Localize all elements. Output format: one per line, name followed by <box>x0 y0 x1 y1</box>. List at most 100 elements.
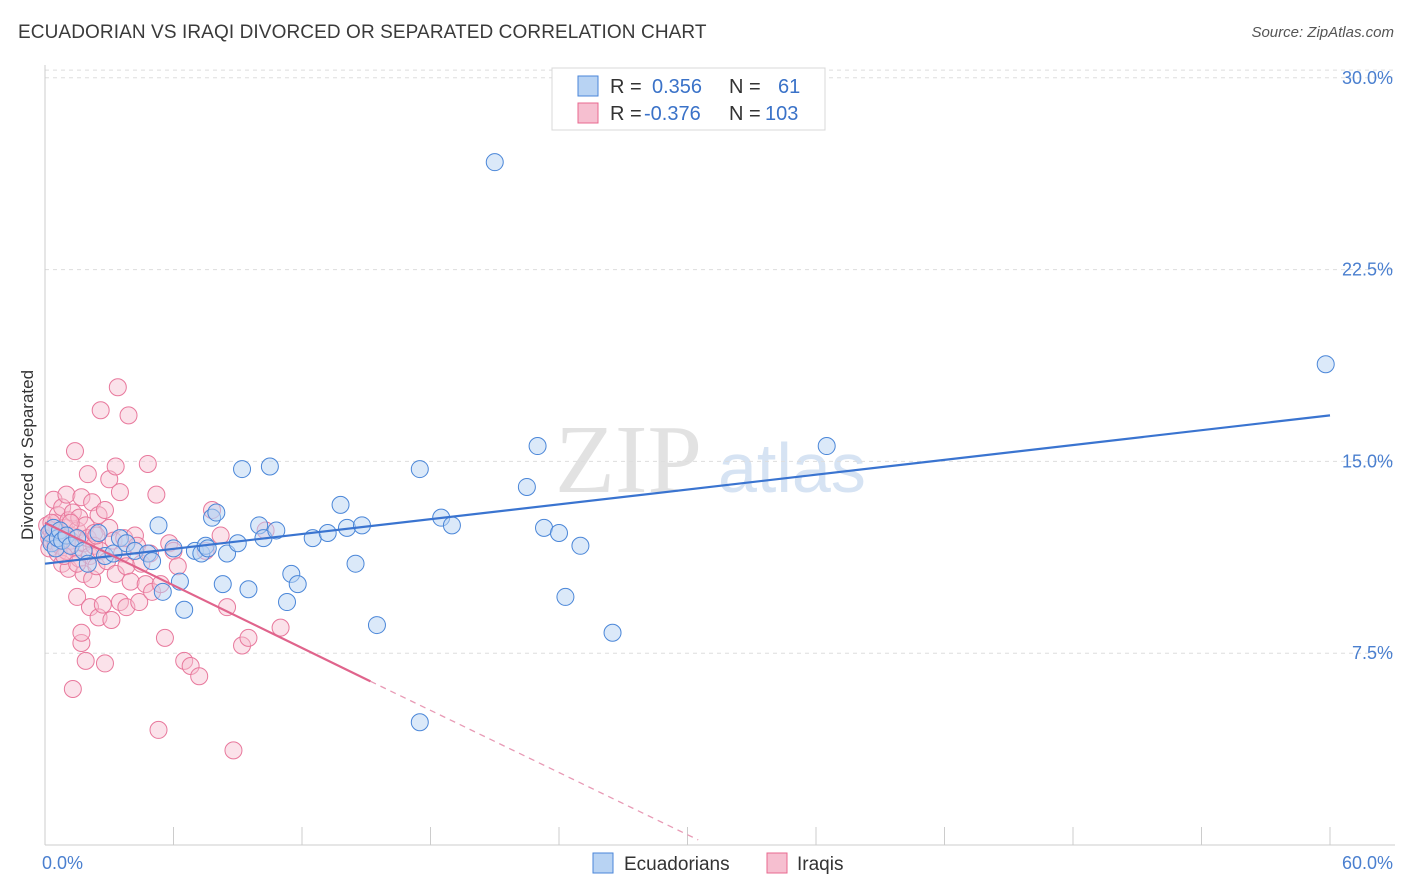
ecuadorians-point-38 <box>260 457 279 476</box>
legend-blue-n-value: 61 <box>778 76 800 98</box>
ecuadorians-point-35 <box>239 580 258 599</box>
iraqis-point-92 <box>233 636 252 655</box>
ecuadorians-point-60 <box>603 623 622 642</box>
ecuadorians-point-45 <box>331 495 350 514</box>
iraqis-point-58 <box>106 457 125 476</box>
ecuadorians-point-42 <box>288 575 307 594</box>
legend-blue-r-label: R = <box>610 76 642 98</box>
ecuadorians-point-31 <box>213 575 232 594</box>
ecuadorians-point-58 <box>556 587 575 606</box>
ecuadorians-point-57 <box>550 524 568 542</box>
legend-pink-swatch <box>577 102 599 124</box>
ecuadorians-point-55 <box>528 437 547 456</box>
iraqis-point-91 <box>224 741 243 760</box>
iraqis-point-95 <box>271 618 290 637</box>
trend-lines <box>44 414 1331 841</box>
y-tick-label-1: 15.0% <box>1342 451 1393 471</box>
source-label: Source: ZipAtlas.com <box>1251 24 1394 41</box>
ecuadorians-point-50 <box>410 460 429 479</box>
ecuadorians-point-44 <box>318 524 337 542</box>
iraqis-point-73 <box>136 575 155 594</box>
ecuadorians-point-63 <box>1316 355 1335 374</box>
ecuadorians-trend-line <box>44 414 1331 565</box>
ecuadorians-point-62 <box>817 437 836 456</box>
iraqis-point-83 <box>168 557 187 576</box>
iraqis-trend-extension <box>370 680 699 841</box>
iraqis-point-48 <box>91 401 110 420</box>
iraqis-point-24 <box>63 680 82 698</box>
iraqis-point-67 <box>119 406 138 425</box>
iraqis-point-31 <box>72 488 91 507</box>
ecuadorians-point-39 <box>267 521 286 540</box>
iraqis-point-96 <box>72 623 91 642</box>
iraqis-point-37 <box>78 465 97 484</box>
ecuadorians-point-30 <box>207 503 226 522</box>
ecuadorians-point-40 <box>278 593 297 612</box>
ecuadorians-point-47 <box>346 554 365 573</box>
iraqis-point-71 <box>130 593 149 612</box>
iraqis-point-89 <box>211 526 230 545</box>
legend-iraqis-label: Iraqis <box>797 854 843 875</box>
iraqis-point-29 <box>70 508 89 527</box>
x-tick-label-1: 60.0% <box>1342 853 1393 873</box>
iraqis-trend-line <box>44 521 372 683</box>
iraqis-point-56 <box>102 610 121 629</box>
legend-pink-n-value: 103 <box>765 103 798 125</box>
ecuadorians-point-34 <box>233 460 252 479</box>
ecuadorians-point-56 <box>535 518 554 537</box>
y-axis-label: Divorced or Separated <box>18 370 37 540</box>
axes <box>44 65 1395 846</box>
chart-title: ECUADORIAN VS IRAQI DIVORCED OR SEPARATE… <box>18 22 707 43</box>
ecuadorians-point-49 <box>367 616 386 635</box>
iraqis-point-74 <box>138 454 157 473</box>
legend-pink-r-label: R = <box>610 103 642 125</box>
iraqis-point-68 <box>121 572 140 591</box>
legend-pink-r-value: -0.376 <box>644 103 701 125</box>
ecuadorians-point-12 <box>89 524 108 542</box>
iraqis-point-52 <box>95 654 114 673</box>
ecuadorians-point-54 <box>517 477 536 496</box>
y-tick-label-3: 30.0% <box>1342 68 1393 88</box>
legend-ecuadorians-label: Ecuadorians <box>624 854 730 875</box>
iraqis-point-78 <box>149 720 168 739</box>
series-legend: Ecuadorians Iraqis <box>592 852 843 875</box>
iraqis-point-59 <box>106 564 125 583</box>
ecuadorians-point-53 <box>485 153 504 172</box>
iraqis-point-86 <box>190 667 209 686</box>
iraqis-point-93 <box>239 628 258 647</box>
ecuadorians-point-24 <box>175 600 194 619</box>
tick-labels: 7.5% 15.0% 22.5% 30.0% 0.0% 60.0% <box>42 68 1393 873</box>
x-tick-label-0: 0.0% <box>42 853 83 873</box>
ecuadorians-point-19 <box>143 552 162 571</box>
ecuadorians-point-21 <box>153 582 172 601</box>
iraqis-point-50 <box>93 595 112 614</box>
ecuadorians-point-20 <box>149 516 168 535</box>
iraqis-point-77 <box>147 485 166 504</box>
iraqis-point-36 <box>76 651 95 670</box>
stats-legend: R = 0.356 N = 61 R = -0.376 N = 103 <box>551 67 826 131</box>
ecuadorians-point-28 <box>198 539 217 558</box>
grid-lines <box>45 69 1395 654</box>
ecuadorians-point-61 <box>410 713 429 732</box>
iraqis-point-26 <box>65 442 84 461</box>
iraqis-point-51 <box>95 500 114 519</box>
legend-blue-n-label: N = <box>729 76 761 98</box>
legend-blue-r-value: 0.356 <box>652 76 702 98</box>
iraqis-point-80 <box>155 628 174 647</box>
iraqis-point-61 <box>110 483 129 502</box>
y-tick-label-2: 22.5% <box>1342 260 1393 280</box>
iraqis-points <box>38 378 290 760</box>
watermark-atlas: atlas <box>718 429 866 507</box>
iraqis-point-60 <box>108 378 127 397</box>
legend-blue-swatch <box>577 75 599 97</box>
iraqis-point-18 <box>57 485 76 504</box>
y-tick-label-0: 7.5% <box>1352 643 1393 663</box>
legend-ecuadorians-swatch <box>592 852 614 874</box>
iraqis-point-28 <box>68 587 87 606</box>
watermark-zip: ZIP <box>555 406 702 514</box>
ecuadorians-point-52 <box>442 516 461 535</box>
legend-pink-n-label: N = <box>729 103 761 125</box>
ecuadorians-point-59 <box>571 536 590 555</box>
legend-iraqis-swatch <box>766 852 788 874</box>
